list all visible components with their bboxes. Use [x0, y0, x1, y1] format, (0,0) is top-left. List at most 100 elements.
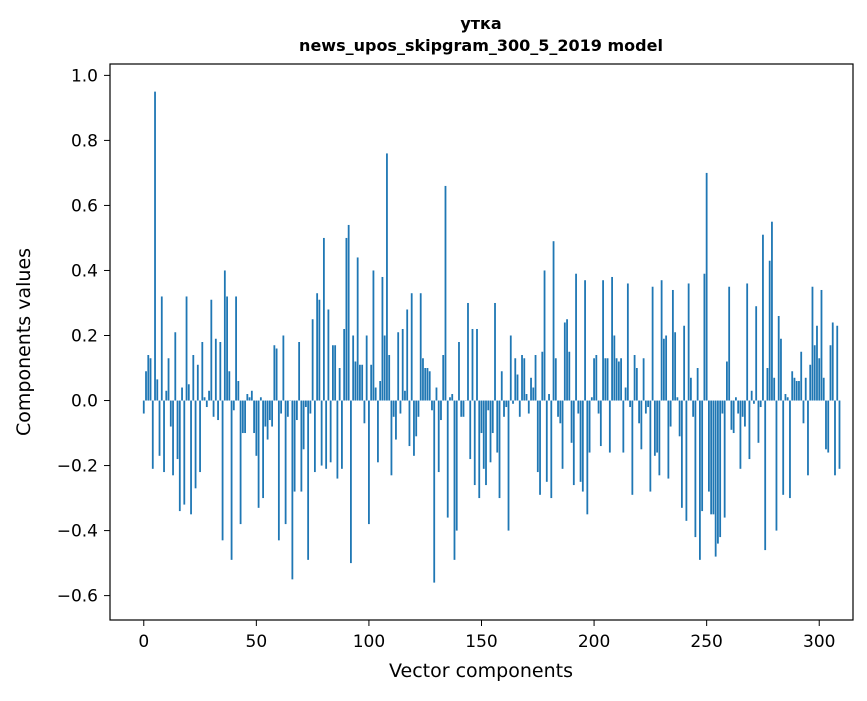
bar-component-138	[454, 401, 456, 560]
bar-component-3	[150, 358, 152, 400]
bar-component-193	[577, 401, 579, 414]
bar-component-303	[825, 401, 827, 450]
bar-component-103	[375, 388, 377, 401]
bar-component-136	[449, 397, 451, 400]
bar-component-74	[309, 401, 311, 414]
bar-component-82	[328, 309, 330, 400]
bar-component-219	[636, 368, 638, 401]
bar-component-287	[789, 401, 791, 499]
bar-component-0	[143, 401, 145, 414]
bar-component-166	[517, 375, 519, 401]
bar-component-159	[501, 371, 503, 400]
bar-component-66	[291, 401, 293, 580]
bar-component-307	[834, 401, 836, 476]
bar-component-80	[323, 238, 325, 401]
bar-component-203	[600, 401, 602, 447]
bar-component-128	[431, 401, 433, 411]
bar-component-93	[352, 336, 354, 401]
bar-component-235	[672, 290, 674, 401]
bar-component-188	[566, 319, 568, 400]
bar-component-199	[591, 397, 593, 400]
bar-component-234	[670, 401, 672, 427]
y-tick-label: 0.4	[71, 261, 98, 281]
bar-component-267	[744, 401, 746, 427]
bar-component-272	[755, 306, 757, 400]
bar-component-20	[188, 384, 190, 400]
bar-component-190	[571, 401, 573, 443]
bar-component-83	[330, 401, 332, 463]
bar-component-246	[697, 368, 699, 401]
bar-component-196	[584, 280, 586, 400]
bar-component-198	[589, 401, 591, 453]
bar-component-220	[638, 401, 640, 424]
bar-component-64	[287, 401, 289, 417]
bar-component-71	[303, 401, 305, 450]
y-tick-label: −0.2	[57, 457, 98, 477]
bar-component-211	[618, 362, 620, 401]
bar-component-154	[490, 401, 492, 463]
bar-component-24	[197, 365, 199, 401]
bar-component-40	[233, 401, 235, 411]
bar-component-255	[717, 401, 719, 544]
bar-component-77	[316, 293, 318, 400]
bar-component-56	[269, 401, 271, 421]
bar-component-261	[731, 401, 733, 430]
bar-component-165	[514, 358, 516, 400]
bar-component-38	[228, 371, 230, 400]
bar-component-149	[478, 401, 480, 499]
bar-component-59	[276, 349, 278, 401]
bar-component-84	[332, 345, 334, 400]
bar-component-133	[442, 355, 444, 401]
y-axis-ticks: −0.6−0.4−0.20.00.20.40.60.81.0	[57, 66, 110, 606]
bar-component-60	[278, 401, 280, 541]
bar-component-228	[656, 401, 658, 453]
bar-component-13	[172, 401, 174, 476]
bar-component-157	[496, 401, 498, 453]
bar-component-230	[661, 280, 663, 400]
bar-component-178	[544, 270, 546, 400]
bar-component-34	[219, 342, 221, 401]
bar-component-306	[832, 322, 834, 400]
bar-component-94	[355, 362, 357, 401]
bar-component-164	[512, 401, 514, 404]
x-axis-label: Vector components	[389, 660, 573, 682]
bar-component-271	[753, 401, 755, 404]
bar-component-210	[616, 358, 618, 400]
bar-component-202	[598, 401, 600, 414]
bar-component-169	[523, 358, 525, 400]
bar-component-105	[379, 381, 381, 401]
bar-component-95	[357, 257, 359, 400]
bar-component-31	[213, 401, 215, 417]
x-tick-label: 150	[465, 632, 497, 652]
bar-component-97	[361, 365, 363, 401]
bar-component-273	[758, 401, 760, 443]
bar-component-11	[168, 358, 170, 400]
bar-component-130	[436, 388, 438, 401]
bar-component-36	[224, 270, 226, 400]
bar-component-160	[503, 401, 505, 417]
bar-component-300	[818, 358, 820, 400]
bar-component-137	[451, 394, 453, 401]
bar-component-134	[445, 186, 447, 401]
bar-component-117	[406, 309, 408, 400]
bar-component-19	[186, 296, 188, 400]
bar-component-285	[785, 394, 787, 401]
bar-component-140	[458, 342, 460, 401]
y-tick-label: 0.8	[71, 131, 98, 151]
bar-component-111	[393, 401, 395, 417]
bar-component-259	[726, 362, 728, 401]
bar-component-123	[420, 293, 422, 400]
bar-component-12	[170, 401, 172, 427]
bar-component-63	[285, 401, 287, 525]
bar-component-168	[521, 355, 523, 401]
bar-component-158	[499, 401, 501, 499]
bar-component-290	[796, 381, 798, 401]
bar-component-183	[555, 358, 557, 400]
bar-component-270	[751, 391, 753, 401]
bar-component-289	[794, 378, 796, 401]
bar-component-215	[627, 283, 629, 400]
bar-component-125	[424, 368, 426, 401]
